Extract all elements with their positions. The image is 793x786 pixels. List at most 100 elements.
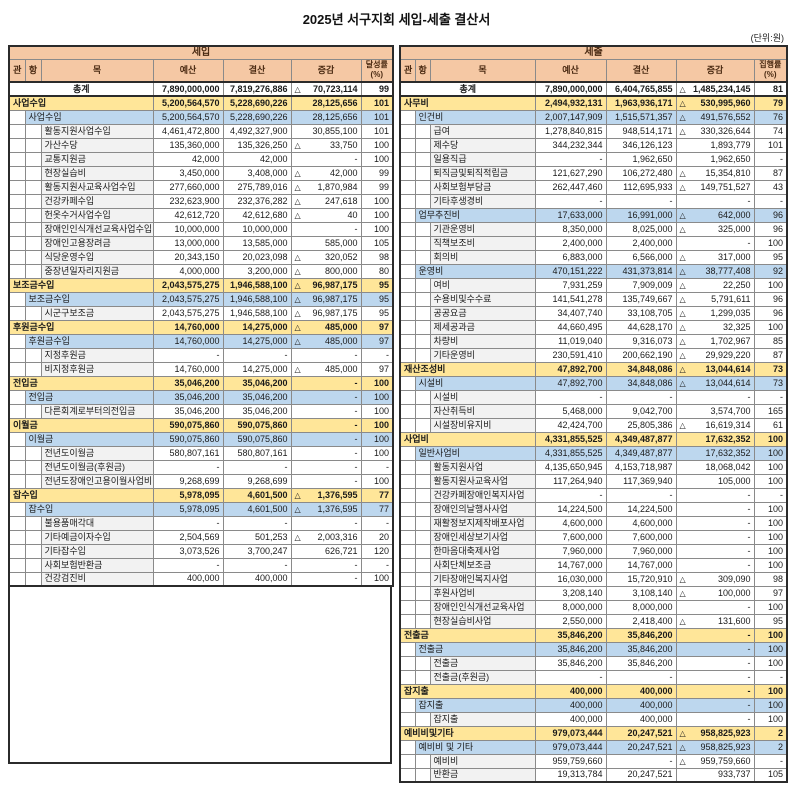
table-row: 건강카페장애인복지사업 - - - - bbox=[399, 487, 788, 503]
cell-diff: △ 1,376,595 bbox=[290, 487, 362, 503]
cell-hang-indent bbox=[414, 389, 431, 405]
cell-hang-indent bbox=[414, 333, 431, 349]
cell-budget: 2,043,575,275 bbox=[152, 277, 224, 293]
revenue-table: 세입 관 항 목 예산 결산 증감 달성률 (%) 총계 7,890,000,000 7,819,27… bbox=[8, 45, 395, 587]
table-row: 기타장애인복지사업 16,030,000 15,720,910 △ 309,090 98 bbox=[399, 571, 788, 587]
cell-settlement: 35,846,200 bbox=[605, 627, 677, 643]
cell-settlement: 3,108,140 bbox=[605, 585, 677, 601]
table-row: 장애인인식개선교육사업 8,000,000 8,000,000-100 bbox=[399, 599, 788, 615]
cell-budget: 7,600,000 bbox=[534, 529, 607, 545]
cell-hang-indent bbox=[414, 165, 431, 181]
cell-diff: △ 96,987,175 bbox=[290, 277, 362, 293]
cell-label: 비지정후원금 bbox=[40, 361, 154, 377]
cell-budget: 11,019,040 bbox=[534, 333, 607, 349]
cell-rate: 85 bbox=[753, 333, 788, 349]
cell-rate: 98 bbox=[360, 249, 394, 265]
cell-rate: 99 bbox=[360, 179, 394, 195]
cell-gwan-indent bbox=[399, 389, 416, 405]
table-row: 보조금수입 2,043,575,275 1,946,588,100 △ 96,987,1… bbox=[8, 291, 394, 307]
cell-label: 기타후생경비 bbox=[429, 193, 536, 209]
col-header-gwan: 관 bbox=[399, 58, 416, 83]
cell-diff: 18,068,042 bbox=[675, 459, 755, 475]
diff-value: - bbox=[354, 391, 358, 402]
cell-rate: - bbox=[753, 669, 788, 685]
cell-hang-indent bbox=[24, 473, 42, 489]
triangle-decrease-mark: △ bbox=[679, 168, 686, 178]
cell-label: 사업비 bbox=[399, 431, 536, 447]
cell-budget: 141,541,278 bbox=[534, 291, 607, 307]
cell-diff: △ 317,000 bbox=[675, 249, 755, 265]
triangle-decrease-mark: △ bbox=[679, 266, 686, 276]
cell-settlement: 20,247,521 bbox=[605, 725, 677, 741]
cell-diff: - bbox=[675, 697, 755, 713]
table-row: 전년도이월금 580,807,161 580,807,161-100 bbox=[8, 445, 394, 461]
cell-label: 중장년일자리지원금 bbox=[40, 263, 154, 279]
cell-gwan-indent bbox=[399, 263, 416, 279]
cell-gwan-indent bbox=[399, 207, 416, 223]
table-row: 전입금 35,046,200 35,046,200-100 bbox=[8, 389, 394, 405]
cell-label: 여비 bbox=[429, 277, 536, 293]
cell-settlement: 42,000 bbox=[222, 151, 292, 167]
cell-hang-indent bbox=[414, 711, 431, 727]
diff-value: 17,632,352 bbox=[705, 447, 751, 458]
cell-settlement: 4,600,000 bbox=[605, 515, 677, 531]
cell-label: 기관운영비 bbox=[429, 221, 536, 237]
cell-budget: 5,468,000 bbox=[534, 403, 607, 419]
cell-hang-indent bbox=[24, 543, 42, 559]
cell-budget: 14,760,000 bbox=[152, 333, 224, 349]
cell-gwan-indent bbox=[399, 417, 416, 433]
triangle-decrease-mark: △ bbox=[294, 504, 301, 514]
diff-value: 330,326,644 bbox=[700, 125, 751, 136]
cell-settlement: 590,075,860 bbox=[222, 431, 292, 447]
table-row: 장애인고용장려금 13,000,000 13,585,000 585,000 105 bbox=[8, 235, 394, 251]
triangle-decrease-mark: △ bbox=[294, 322, 301, 332]
cell-hang-indent bbox=[414, 529, 431, 545]
table-row: 예비비및기타 979,073,444 20,247,521 △ 958,825,923 2 bbox=[399, 725, 788, 741]
cell-rate: 101 bbox=[753, 137, 788, 153]
cell-budget: - bbox=[534, 487, 607, 503]
cell-settlement: 1,946,588,100 bbox=[222, 277, 292, 293]
table-row: 회의비 6,883,000 6,566,000 △ 317,000 95 bbox=[399, 249, 788, 265]
cell-gwan-indent bbox=[399, 669, 416, 685]
cell-rate: 100 bbox=[753, 501, 788, 517]
cell-rate: 100 bbox=[360, 375, 394, 391]
cell-gwan-indent bbox=[399, 529, 416, 545]
cell-diff: △ 330,326,644 bbox=[675, 123, 755, 139]
cell-label: 전출금 bbox=[399, 627, 536, 643]
cell-diff: △ 1,299,035 bbox=[675, 305, 755, 321]
cell-budget: 4,331,855,525 bbox=[534, 445, 607, 461]
cell-rate: 100 bbox=[753, 529, 788, 545]
table-row: 기타후생경비 - - - - bbox=[399, 193, 788, 209]
cell-label: 헌옷수거사업수입 bbox=[40, 207, 154, 223]
cell-settlement: 20,247,521 bbox=[605, 739, 677, 755]
cell-settlement: - bbox=[222, 515, 292, 531]
cell-hang-indent bbox=[24, 571, 42, 587]
diff-value: - bbox=[747, 531, 751, 542]
cell-gwan-indent bbox=[399, 179, 416, 195]
cell-label: 장애인고용장려금 bbox=[40, 235, 154, 251]
diff-value: 1,376,595 bbox=[317, 489, 358, 500]
triangle-decrease-mark: △ bbox=[294, 266, 301, 276]
cell-rate: 77 bbox=[360, 501, 394, 517]
cell-budget: - bbox=[534, 193, 607, 209]
revenue-section: 세입 관 항 목 예산 결산 증감 달성률 (%) 총계 7,890,000,000 7,819,27… bbox=[8, 45, 395, 764]
cell-budget: 13,000,000 bbox=[152, 235, 224, 251]
cell-budget: 5,978,095 bbox=[152, 487, 224, 503]
table-row: 식당운영수입 20,343,150 20,023,098 △ 320,052 98 bbox=[8, 249, 394, 265]
cell-diff: △ 958,825,923 bbox=[675, 725, 755, 741]
diff-value: - bbox=[354, 447, 358, 458]
cell-budget: 121,627,290 bbox=[534, 165, 607, 181]
table-row: 헌옷수거사업수입 42,612,720 42,612,680 △ 40 100 bbox=[8, 207, 394, 223]
triangle-decrease-mark: △ bbox=[294, 294, 301, 304]
cell-settlement: 200,662,190 bbox=[605, 347, 677, 363]
table-row: 이월금 590,075,860 590,075,860-100 bbox=[8, 417, 394, 433]
triangle-decrease-mark: △ bbox=[679, 616, 686, 626]
cell-rate: 105 bbox=[753, 767, 788, 783]
triangle-decrease-mark: △ bbox=[679, 336, 686, 346]
cell-budget: 5,200,564,570 bbox=[152, 109, 224, 125]
cell-label: 총계 bbox=[399, 81, 536, 97]
diff-value: 320,052 bbox=[324, 251, 358, 262]
cell-rate: 92 bbox=[753, 263, 788, 279]
cell-settlement: 4,349,487,877 bbox=[605, 431, 677, 447]
cell-diff: - bbox=[675, 557, 755, 573]
